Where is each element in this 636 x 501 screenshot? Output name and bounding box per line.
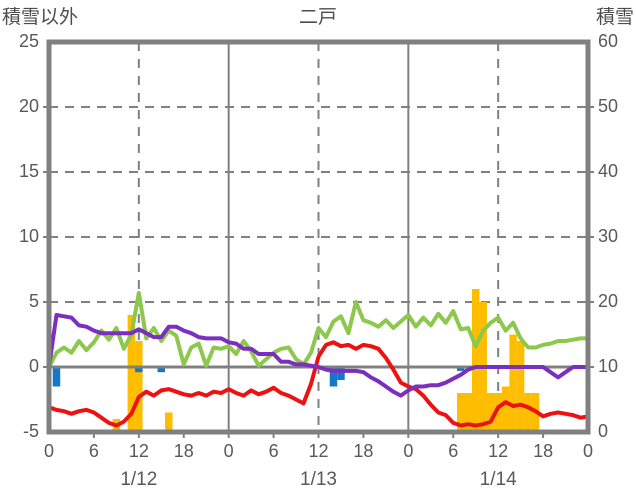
x-axis-day-label: 1/13 [300,469,337,490]
x-axis-day-label: 1/14 [479,469,517,490]
x-axis-tick-label: 12 [308,441,329,461]
left-axis-tick-label: 20 [18,96,39,116]
right-axis-tick-label: 60 [598,31,619,51]
x-axis-tick-label: 0 [403,441,414,461]
x-axis-day-label: 1/12 [120,469,158,490]
right-axis-title: 積雪 [595,7,634,28]
right-axis-tick-label: 50 [598,96,619,116]
right-axis-tick-label: 30 [598,226,619,246]
x-axis-tick-label: 18 [533,441,554,461]
x-axis-tick-label: 0 [43,441,54,461]
x-axis-tick-label: 0 [223,441,234,461]
chart-title: 二戸 [298,7,337,28]
series-layer [47,289,590,432]
left-axis-tick-label: 10 [18,226,39,246]
x-axis-tick-label: 12 [128,441,149,461]
left-axis-tick-label: 0 [28,356,39,376]
x-axis-tick-label: 6 [268,441,279,461]
left-axis-tick-label: 5 [28,291,39,311]
right-axis-tick-label: 10 [598,356,619,376]
x-axis-tick-label: 6 [448,441,459,461]
right-axis-tick-label: 0 [598,421,609,441]
x-axis-tick-label: 18 [353,441,374,461]
tick-marks [43,106,594,438]
x-axis-tick-label: 18 [173,441,194,461]
left-axis-tick-label: -5 [22,421,39,441]
right-axis-tick-label: 20 [598,291,619,311]
left-axis-tick-label: 15 [18,161,39,181]
left-axis-tick-label: 25 [18,31,39,51]
x-axis-tick-label: 6 [88,441,99,461]
left-axis-title: 積雪以外 [2,7,79,28]
x-axis-tick-label: 0 [582,441,593,461]
x-axis-tick-label: 12 [488,441,509,461]
right-axis-tick-label: 40 [598,161,619,181]
